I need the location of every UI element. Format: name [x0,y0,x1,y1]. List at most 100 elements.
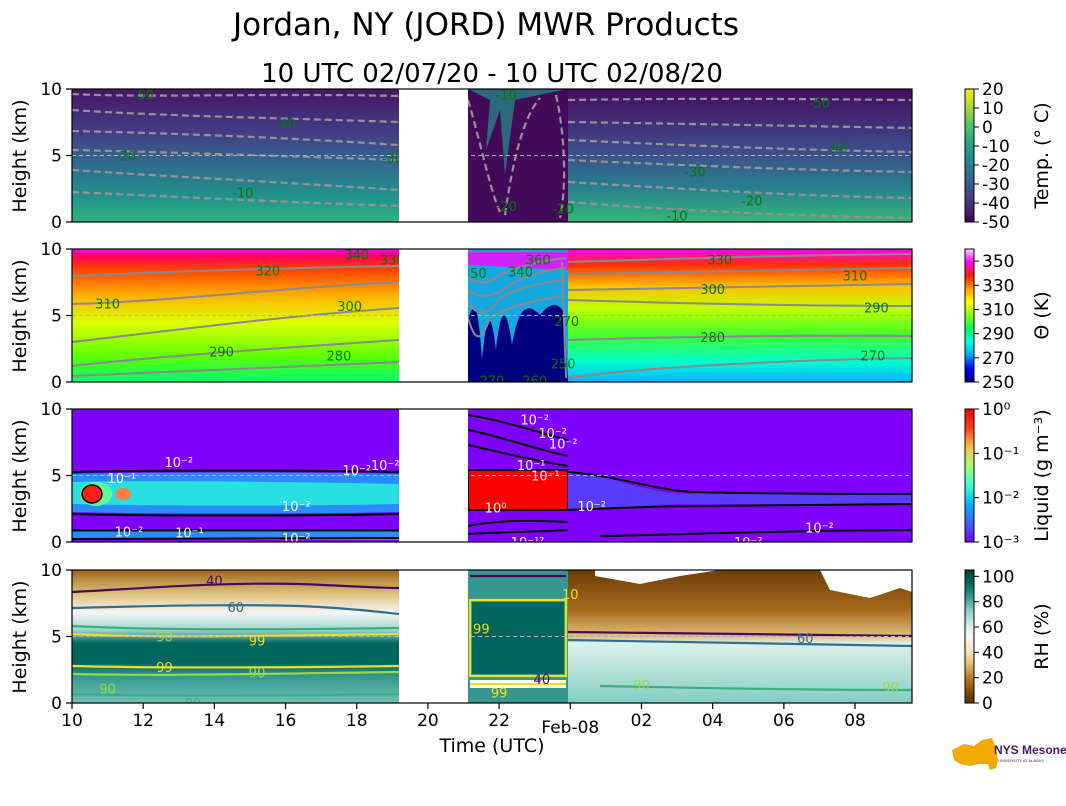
colorbar-tick-label: 20 [982,669,1004,689]
contour-label: -30 [382,152,403,167]
colorbar-tick-label: -40 [982,194,1010,214]
x-tick-label: 22 [488,711,510,731]
x-tick-label: 16 [275,711,297,731]
y-tick-label: 10 [40,400,62,420]
contour-label: 280 [700,331,725,346]
temperature-y-axis: 0 5 10 [40,80,72,233]
contour-label: 10⁻² [342,464,371,479]
contour-label: 90 [882,681,899,696]
time-x-axis: 10 12 14 16 18 20 22 Feb-08 02 04 06 08 [61,703,866,738]
contour-label: 10⁻² [734,536,763,551]
colorbar-rh: 100 80 60 40 20 0 RH (%) [964,567,1053,714]
figure-subtitle: 10 UTC 02/07/20 - 10 UTC 02/08/20 [261,59,723,89]
contour-label: 40 [206,575,223,590]
contour-label: 290 [209,345,234,360]
contour-label: 10⁻² [115,525,144,540]
colorbar-ramp [964,88,975,223]
colorbar-tick-label: 20 [982,80,1004,100]
time-xlabel: Time (UTC) [438,735,544,757]
contour-label: 10⁰ [485,501,507,516]
contour-label: 10⁻² [164,456,193,471]
temperature-field: -50 -40 -20 -30 -10 -20 -10 -20 -50 -40 -30 -20 -10 [72,88,912,224]
contour-label: 300 [337,300,362,315]
contour-label: -10 [496,88,517,103]
colorbar-tick-label: 270 [982,349,1014,369]
colorbar-tick-label: -10 [982,137,1010,157]
contour-label: 10⁻¹ [517,459,546,474]
temperature-data-gap [399,89,468,222]
contour-label: 260 [522,375,547,390]
colorbar-tick-label: 0 [982,694,993,714]
colorbar-tick-label: 60 [982,618,1004,638]
x-tick-label: Feb-08 [541,718,599,738]
y-tick-label: 10 [40,240,62,260]
contour-label: 10⁻¹² [511,536,545,551]
colorbar-tick-label: -30 [982,175,1010,195]
colorbar-label: RH (%) [1031,603,1053,669]
colorbar-tick-label: 100 [982,567,1014,587]
nys-mesonet-logo: NYS Mesonet UNIVERSITY AT ALBANY [952,738,1066,770]
x-tick-label: 20 [417,711,439,731]
contour-label: 340 [508,266,533,281]
y-tick-label: 10 [40,80,62,100]
theta-data-gap [399,249,468,382]
contour-label: 10⁻² [538,427,567,442]
contour-label: 60 [227,601,244,616]
contour-label: 80 [185,697,202,712]
rh-data-gap [399,570,468,703]
colorbar-tick-label: 0 [982,118,993,138]
contour-label: 290 [864,302,889,317]
logo-sub: UNIVERSITY AT ALBANY [998,758,1045,763]
contour-label: -50 [809,96,830,111]
temperature-isotherms [72,92,912,220]
colorbar-label: Temp. (° C) [1031,102,1053,209]
contour-label: -20 [115,150,136,165]
panel-rh: 40 60 90 99 99 90 90 80 99 40 99 10 60 90 90 0 5 10 Heig… [9,561,913,714]
contour-label: -10 [666,209,687,224]
liquid-contour-labels: 10⁻²10⁻¹10⁻² 10⁻²10⁻²10⁻² 10⁻¹ 10⁻²10⁻²10⁻²… [108,414,834,551]
logo-label: NYS Mesonet [994,743,1066,757]
x-tick-label: 08 [844,711,866,731]
colorbar-tick-label: 290 [982,325,1014,345]
contour-label: 90 [99,682,116,697]
temperature-ylabel: Height (km) [9,99,31,212]
x-tick-label: 12 [132,711,154,731]
contour-label: 90 [156,631,173,646]
colorbar-ramp [964,569,975,704]
x-tick-label: 02 [631,711,653,731]
y-tick-label: 5 [51,467,62,487]
x-tick-label: 18 [346,711,368,731]
liquid-contours [72,414,912,540]
contour-label: -50 [133,88,154,103]
liquid-blob-core [81,484,103,504]
contour-label: 10⁻² [577,500,606,515]
colorbar-tick-label: 10⁰ [982,400,1011,420]
colorbar-tick-label: 310 [982,300,1014,320]
liquid-ylabel: Height (km) [9,419,31,532]
colorbar-label: Liquid (g m⁻³) [1031,409,1053,541]
colorbar-label: Θ (K) [1031,291,1053,339]
contour-label: 60 [797,632,814,647]
contour-label: 99 [249,634,266,649]
contour-label: 300 [700,283,725,298]
contour-label: 360 [526,254,551,269]
colorbar-ramp [964,248,975,383]
contour-label: 10 [562,588,579,603]
contour-label: 90 [633,678,650,693]
contour-label: -30 [684,165,705,180]
contour-label: 250 [551,357,576,372]
contour-label: 10⁻¹ [531,470,560,485]
panel-liquid: 10⁻²10⁻¹10⁻² 10⁻²10⁻²10⁻² 10⁻¹ 10⁻²10⁻²10⁻²… [9,400,913,553]
theta-top-band [468,252,568,270]
contour-label: 10⁻¹ [175,527,204,542]
x-tick-label: 06 [773,711,795,731]
colorbar-ramp [964,408,975,543]
x-tick-label: 14 [204,711,226,731]
contour-label: 320 [255,264,280,279]
contour-label: 310 [95,298,120,313]
figure-title: Jordan, NY (JORD) MWR Products [231,7,739,43]
contour-label: 270 [480,375,505,390]
